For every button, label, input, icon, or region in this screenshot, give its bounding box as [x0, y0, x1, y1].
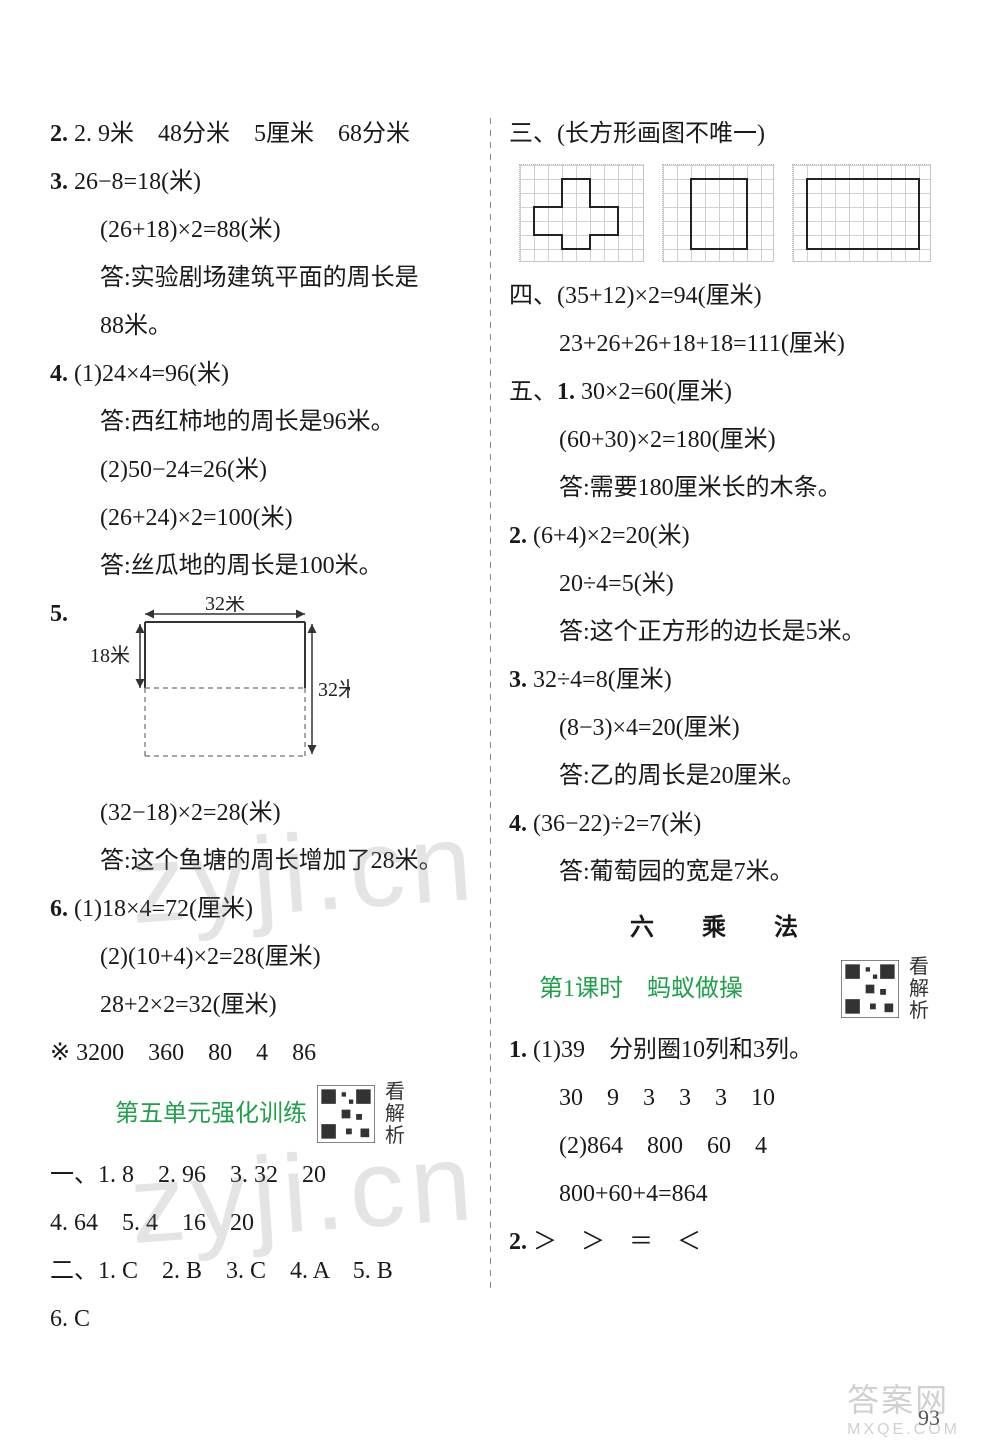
- qr-icon: [841, 960, 899, 1018]
- text: 2. (6+4)×2=20(米): [509, 512, 931, 560]
- text: 二、1. C 2. B 3. C 4. A 5. B: [50, 1247, 472, 1295]
- text: 28+2×2=32(厘米): [50, 981, 472, 1029]
- unit5-heading-row: 第五单元强化训练 看解析: [50, 1081, 472, 1147]
- text: 五、1. 30×2=60(厘米): [509, 368, 931, 416]
- text: 答:葡萄园的宽是7米。: [509, 848, 931, 896]
- text: 3. 26−8=18(米): [50, 158, 472, 206]
- text: (26+18)×2=88(米): [50, 206, 472, 254]
- text: 答:丝瓜地的周长是100米。: [50, 542, 472, 590]
- text: 答:乙的周长是20厘米。: [509, 752, 931, 800]
- text: 800+60+4=864: [509, 1170, 931, 1218]
- right-column: 三、(长方形画图不唯一) 四、(35+12)×2=94(厘米) 23+26+26…: [491, 110, 931, 1343]
- qr-label: 看解析: [909, 956, 931, 1022]
- text: 2. ＞ ＞ ＝ ＜: [509, 1218, 931, 1266]
- qr-label: 看解析: [385, 1081, 407, 1147]
- text: MXQE.COM: [847, 1421, 960, 1439]
- qr-icon: [317, 1085, 375, 1143]
- text: 4. (36−22)÷2=7(米): [509, 800, 931, 848]
- text: 答:实验剧场建筑平面的周长是: [50, 254, 472, 302]
- text: 2. 2. 9米 48分米 5厘米 68分米: [50, 110, 472, 158]
- label: 32米: [318, 678, 350, 701]
- shape-cross: [519, 164, 644, 262]
- lesson1-title: 第1课时 蚂蚁做操: [539, 965, 831, 1013]
- label: 18米: [90, 644, 130, 667]
- text: 答:这个鱼塘的周长增加了28米。: [50, 837, 472, 885]
- text: 答:这个正方形的边长是5米。: [509, 608, 931, 656]
- text: 答案网: [847, 1382, 949, 1418]
- text: 23+26+26+18+18=111(厘米): [509, 320, 931, 368]
- text: (8−3)×4=20(厘米): [509, 704, 931, 752]
- text: 1. (1)39 分别圈10列和3列。: [509, 1026, 931, 1074]
- text: 2. 9米 48分米 5厘米 68分米: [74, 121, 410, 147]
- text: 四、(35+12)×2=94(厘米): [509, 272, 931, 320]
- text: 30 9 3 3 3 10: [509, 1074, 931, 1122]
- text: 三、(长方形画图不唯一): [509, 110, 931, 158]
- shape-rect: [792, 164, 931, 262]
- text: ※ 3200 360 80 4 86: [50, 1029, 472, 1077]
- text: (26+24)×2=100(米): [50, 494, 472, 542]
- shape-square: [662, 164, 773, 262]
- left-column: 2. 2. 9米 48分米 5厘米 68分米 3. 26−8=18(米) (26…: [50, 110, 490, 1343]
- fishpond-svg: 32米 18米 32米: [90, 596, 350, 766]
- diagram-fishpond: 32米 18米 32米: [90, 596, 350, 783]
- text: 一、1. 8 2. 96 3. 32 20: [50, 1151, 472, 1199]
- text: 3. 32÷4=8(厘米): [509, 656, 931, 704]
- text: (32−18)×2=28(米): [50, 789, 472, 837]
- text: (60+30)×2=180(厘米): [509, 416, 931, 464]
- text: (2)50−24=26(米): [50, 446, 472, 494]
- text: (2)864 800 60 4: [509, 1122, 931, 1170]
- text: 6. C: [50, 1295, 472, 1343]
- page: 2. 2. 9米 48分米 5厘米 68分米 3. 26−8=18(米) (26…: [0, 0, 1000, 1403]
- text: 4. (1)24×4=96(米): [50, 350, 472, 398]
- label: 32米: [205, 596, 245, 615]
- footer-watermark: 答案网 MXQE.COM: [847, 1375, 960, 1439]
- text: 88米。: [50, 302, 472, 350]
- text: 答:西红柿地的周长是96米。: [50, 398, 472, 446]
- shapes-row: [519, 164, 931, 262]
- chapter6-title: 六 乘 法: [509, 904, 931, 952]
- text: 4. 64 5. 4 16 20: [50, 1199, 472, 1247]
- lesson1-heading-row: 第1课时 蚂蚁做操 看解析: [509, 956, 931, 1022]
- text: 20÷4=5(米): [509, 560, 931, 608]
- text: (2)(10+4)×2=28(厘米): [50, 933, 472, 981]
- unit5-title: 第五单元强化训练: [115, 1090, 307, 1138]
- text: 5.: [50, 590, 90, 638]
- text: 6. (1)18×4=72(厘米): [50, 885, 472, 933]
- text: 答:需要180厘米长的木条。: [509, 464, 931, 512]
